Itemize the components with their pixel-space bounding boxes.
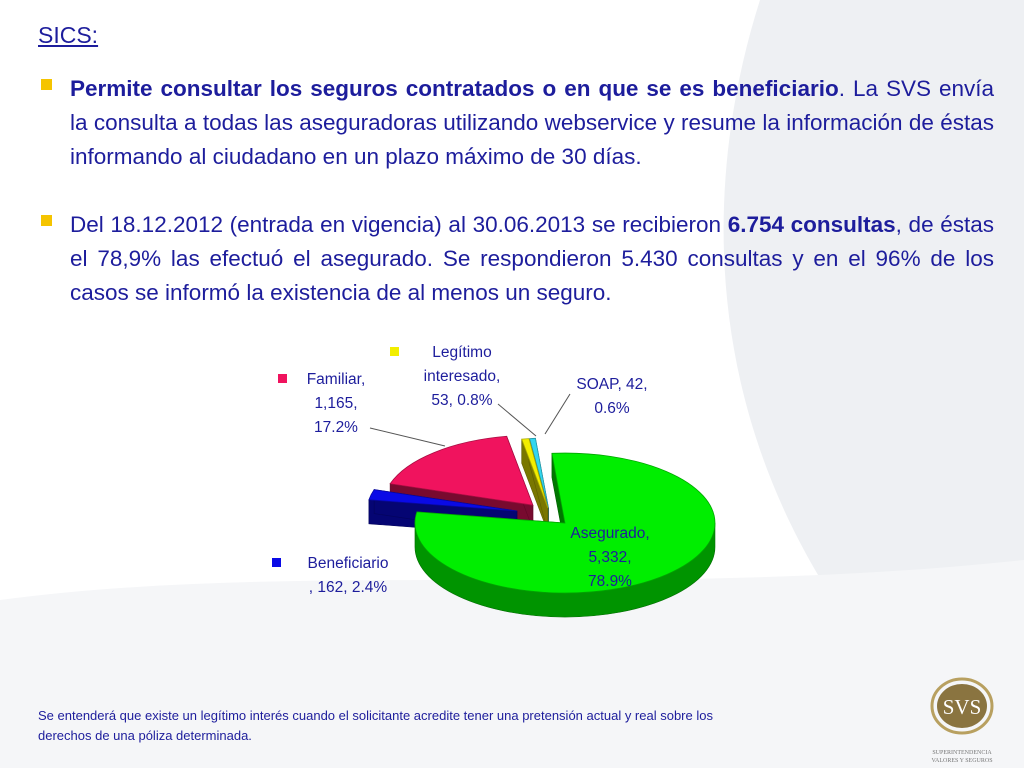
bullet-2-rest: , de éstas el 78,9% las efectuó el asegu…: [70, 212, 995, 305]
data-label-line: 78.9%: [588, 573, 632, 590]
data-label-line: 53, 0.8%: [431, 392, 492, 409]
leader-line: [369, 427, 446, 447]
svg-text:SVS: SVS: [943, 695, 982, 719]
leader-line: [497, 403, 537, 437]
data-label-asegurado: Asegurado, 5,332, 78.9%: [570, 525, 649, 590]
data-label-line: , 162, 2.4%: [309, 579, 388, 596]
svg-text:SUPERINTENDENCIA: SUPERINTENDENCIA: [932, 750, 992, 756]
data-label-line: 0.6%: [594, 400, 630, 417]
leader-line: [544, 393, 571, 435]
data-label-familiar: Familiar, 1,165, 17.2%: [278, 371, 365, 436]
data-label-line: Asegurado,: [570, 525, 649, 542]
bullet-text-1: Permite consultar los seguros contratado…: [70, 72, 994, 174]
data-label-line: 5,332,: [588, 549, 631, 566]
data-label-line: Beneficiario: [308, 555, 389, 572]
bullet-2-pre: Del 18.12.2012 (entrada en vigencia) al …: [70, 212, 728, 237]
svg-text:VALORES Y SEGUROS: VALORES Y SEGUROS: [931, 758, 992, 764]
data-label-line: SOAP, 42,: [576, 376, 647, 393]
legend-key: [278, 374, 287, 383]
pie-slice-asegurado: [414, 452, 716, 618]
bullet-1-bold: Permite consultar los seguros contratado…: [70, 76, 839, 101]
pie-slice-legítimo-interesado: [521, 438, 549, 533]
data-label-line: Legítimo: [432, 344, 491, 361]
footnote: Se entenderá que existe un legítimo inte…: [38, 706, 868, 746]
footnote-line-1: Se entenderá que existe un legítimo inte…: [38, 708, 713, 723]
bullet-1-rest: . La SVS envía la consulta a todas las a…: [70, 76, 994, 169]
bullet-marker: [41, 79, 52, 90]
data-label-line: 17.2%: [314, 419, 358, 436]
bullet-text-2: Del 18.12.2012 (entrada en vigencia) al …: [70, 208, 994, 310]
data-label-line: 1,165,: [314, 395, 357, 412]
slide-title: SICS:: [38, 22, 99, 48]
legend-key: [390, 347, 399, 356]
data-label-beneficiario: Beneficiario , 162, 2.4%: [272, 555, 389, 596]
data-label-soap: SOAP, 42, 0.6%: [576, 376, 647, 417]
data-label-line: interesado,: [424, 368, 501, 385]
legend-key: [272, 558, 281, 567]
svs-logo: SVS SUPERINTENDENCIA VALORES Y SEGUROS: [930, 677, 994, 764]
bullet-marker: [41, 215, 52, 226]
footnote-line-2: derechos de una póliza determinada.: [38, 728, 252, 743]
data-label-line: Familiar,: [307, 371, 366, 388]
data-label-legítimo-interesado: Legítimo interesado, 53, 0.8%: [390, 344, 500, 409]
bullet-2-bold: 6.754 consultas: [727, 212, 896, 237]
